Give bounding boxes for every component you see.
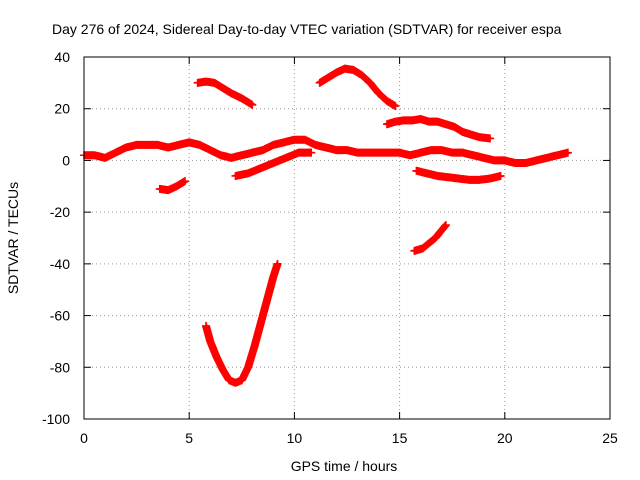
plot-frame: [83, 56, 611, 420]
y-tick-label: 0: [62, 152, 70, 168]
data-point-marker: [563, 148, 572, 157]
data-point-marker: [248, 100, 257, 109]
series-arc-f: [382, 115, 495, 143]
data-point-marker: [486, 134, 495, 143]
y-tick-label: -40: [50, 256, 70, 272]
x-tick-label: 0: [80, 430, 88, 446]
series-arc-c: [202, 259, 282, 387]
y-tick-label: 40: [54, 49, 70, 65]
x-tick-label: 5: [185, 430, 193, 446]
data-point-marker: [441, 221, 450, 230]
y-tick-label: -60: [50, 308, 70, 324]
x-axis-label: GPS time / hours: [291, 458, 398, 474]
series-arc-g: [412, 166, 505, 184]
series-arc-a: [155, 177, 189, 195]
marks-layer: [80, 64, 572, 387]
y-tick-label: 20: [54, 101, 70, 117]
x-tick-label: 20: [497, 430, 513, 446]
x-tick-label: 25: [602, 430, 618, 446]
data-point-marker: [307, 148, 316, 157]
x-tick-label: 10: [287, 430, 303, 446]
series-arc-h: [410, 221, 450, 255]
series-arc-e: [315, 64, 400, 111]
x-tick-label: 15: [392, 430, 408, 446]
series-arc-d: [231, 148, 316, 180]
data-point-marker: [273, 259, 282, 268]
data-point-marker: [496, 171, 505, 180]
data-point-marker: [180, 177, 189, 186]
chart-title: Day 276 of 2024, Sidereal Day-to-day VTE…: [52, 21, 562, 37]
y-tick-label: -100: [42, 411, 70, 427]
data-point-marker: [391, 102, 400, 111]
y-tick-label: -20: [50, 204, 70, 220]
series-arc-b: [193, 77, 257, 109]
ticks-layer: 0 5 10 15 20 25 -100 -80 -60 -40 -20 0 20 40: [42, 49, 618, 446]
series-arc-main: [80, 135, 572, 168]
y-axis-label: SDTVAR / TECUs: [5, 182, 21, 294]
y-tick-label: -80: [50, 359, 70, 375]
